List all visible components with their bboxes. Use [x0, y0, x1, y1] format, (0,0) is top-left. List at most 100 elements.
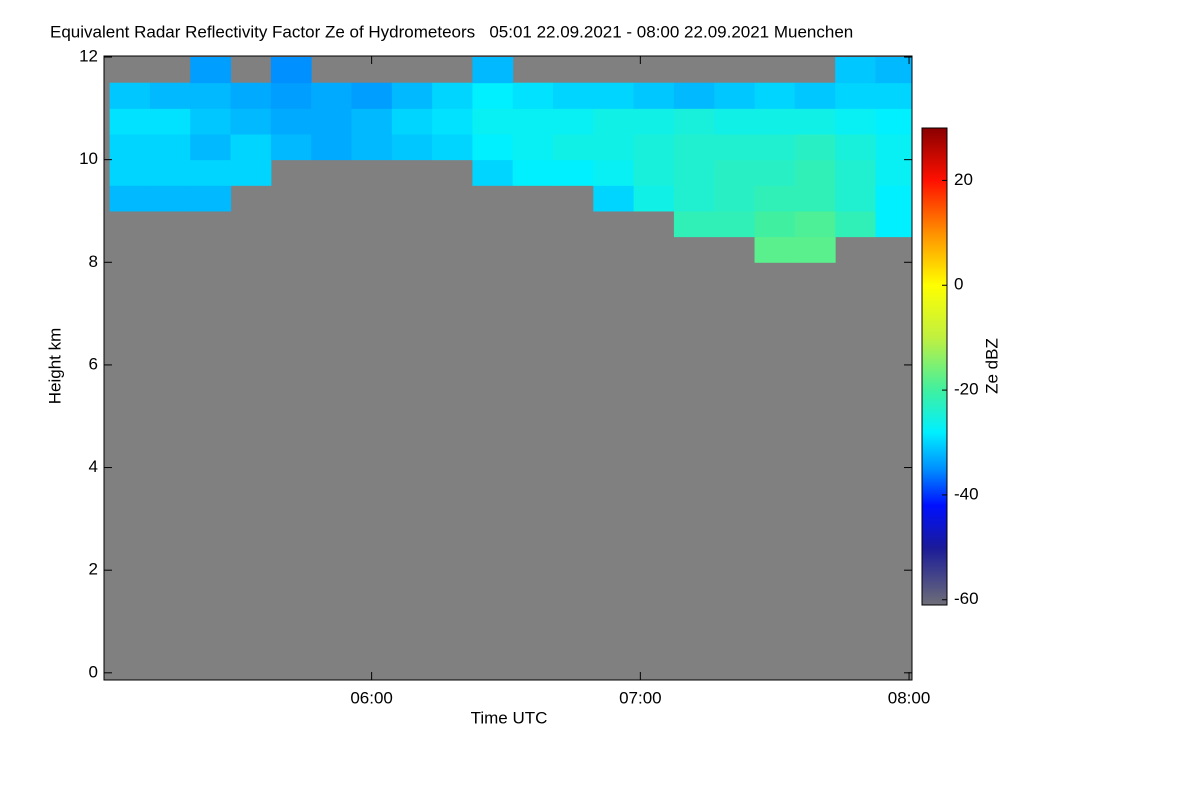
heatmap-cell	[754, 236, 796, 263]
heatmap-cell	[875, 134, 912, 161]
heatmap-cell	[593, 82, 635, 109]
heatmap-cell	[109, 185, 151, 212]
heatmap-cell	[472, 134, 514, 161]
heatmap-cell	[633, 185, 675, 212]
x-axis-label: Time UTC	[471, 708, 548, 727]
heatmap-cell	[593, 159, 635, 186]
heatmap-cell	[351, 82, 393, 109]
heatmap-cell	[553, 108, 594, 135]
heatmap-cell	[754, 108, 796, 135]
x-tick-label: 08:00	[888, 688, 931, 707]
heatmap-cell	[230, 108, 272, 135]
heatmap-cell	[593, 134, 635, 161]
chart-title: Equivalent Radar Reflectivity Factor Ze …	[50, 22, 853, 41]
heatmap-cell	[432, 82, 473, 109]
heatmap-cell	[633, 159, 675, 186]
heatmap-cell	[512, 134, 554, 161]
heatmap-cell	[472, 159, 514, 186]
heatmap-cell	[673, 159, 715, 186]
colorbar-tick-label: 0	[954, 275, 963, 294]
heatmap-cell	[190, 159, 232, 186]
heatmap-cell	[754, 134, 796, 161]
heatmap-cell	[794, 236, 836, 263]
heatmap-cell	[714, 185, 756, 212]
colorbar-tick-label: 20	[954, 170, 973, 189]
heatmap-cell	[754, 82, 796, 109]
heatmap-cell	[835, 159, 876, 186]
heatmap-cell	[754, 159, 796, 186]
heatmap-cell	[593, 185, 635, 212]
heatmap-cell	[794, 108, 836, 135]
heatmap-cell	[391, 134, 433, 161]
heatmap-cell	[270, 82, 312, 109]
heatmap-cell	[794, 185, 836, 212]
heatmap-cell	[794, 134, 836, 161]
colorbar-tick-label: -60	[954, 589, 979, 608]
x-tick-label: 06:00	[350, 688, 393, 707]
y-tick-label: 4	[89, 457, 98, 476]
colorbar	[921, 127, 948, 606]
heatmap-cell	[149, 82, 191, 109]
heatmap-cell	[875, 82, 912, 109]
heatmap-cell	[673, 82, 715, 109]
heatmap-cell	[149, 108, 191, 135]
heatmap-cell	[472, 57, 514, 84]
heatmap-cell	[512, 82, 554, 109]
heatmap-cell	[673, 108, 715, 135]
heatmap-cell	[109, 108, 151, 135]
heatmap-cell	[149, 185, 191, 212]
y-tick-label: 2	[89, 560, 98, 579]
heatmap-cell	[875, 57, 912, 84]
heatmap-cell	[270, 108, 312, 135]
colorbar-tick-label: -20	[954, 380, 979, 399]
heatmap-cell	[714, 82, 756, 109]
heatmap-cell	[714, 108, 756, 135]
heatmap-cell	[230, 134, 272, 161]
heatmap-cell	[835, 82, 876, 109]
heatmap-cell	[673, 134, 715, 161]
heatmap-cell	[714, 159, 756, 186]
heatmap-cell	[633, 108, 675, 135]
heatmap-cell	[794, 82, 836, 109]
y-axis-label: Height km	[45, 328, 64, 405]
heatmap-cell	[714, 134, 756, 161]
heatmap-cell	[835, 185, 876, 212]
heatmap-cell	[673, 185, 715, 212]
y-tick-label: 8	[89, 252, 98, 271]
x-tick-label: 07:00	[619, 688, 662, 707]
heatmap-cell	[432, 108, 473, 135]
heatmap-cell	[230, 159, 272, 186]
heatmap-cell	[553, 159, 594, 186]
heatmap-cell	[472, 82, 514, 109]
heatmap-cell	[391, 82, 433, 109]
heatmap-cell	[754, 185, 796, 212]
heatmap-cell	[835, 57, 876, 84]
heatmap-cell	[794, 159, 836, 186]
heatmap-cell	[311, 82, 352, 109]
heatmap-cell	[512, 159, 554, 186]
colorbar-tick-label: -40	[954, 484, 979, 503]
heatmap-cell	[553, 134, 594, 161]
heatmap-cell	[351, 134, 393, 161]
heatmap-cell	[190, 108, 232, 135]
y-tick-label: 6	[89, 354, 98, 373]
colorbar-label: Ze dBZ	[982, 338, 1001, 394]
heatmap-cell	[432, 134, 473, 161]
heatmap-cell	[109, 159, 151, 186]
heatmap-cell	[875, 210, 912, 238]
heatmap-cell	[835, 134, 876, 161]
y-tick-label: 10	[79, 149, 98, 168]
heatmap-cell	[109, 134, 151, 161]
heatmap-cell	[351, 108, 393, 135]
heatmap-cell	[190, 57, 232, 84]
heatmap-cell	[270, 57, 312, 84]
heatmap-cell	[190, 185, 232, 212]
heatmap-cell	[190, 134, 232, 161]
heatmap-cell	[230, 82, 272, 109]
heatmap-cell	[673, 210, 715, 238]
heatmap-cell	[754, 210, 796, 238]
heatmap-cell	[875, 159, 912, 186]
heatmap-cell	[835, 108, 876, 135]
heatmap-cell	[714, 210, 756, 238]
